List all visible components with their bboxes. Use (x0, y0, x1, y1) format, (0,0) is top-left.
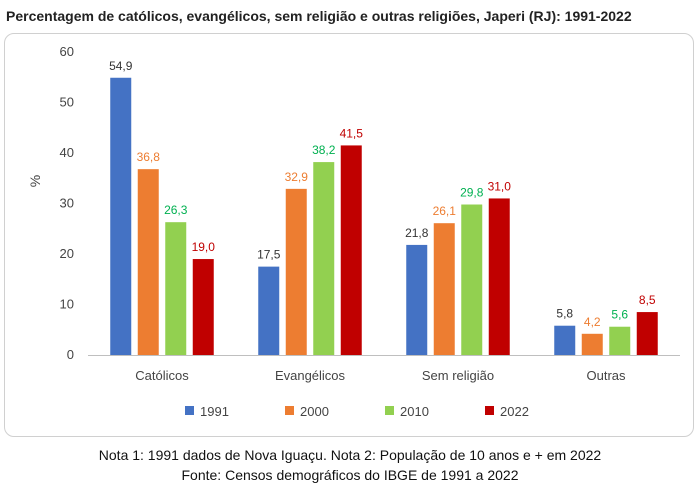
bar-1991-3 (554, 325, 576, 355)
data-label-2022-2: 31,0 (488, 179, 512, 193)
bar-2010-2 (461, 204, 483, 355)
data-label-2010-3: 5,6 (611, 308, 628, 322)
bar-2022-3 (636, 312, 658, 355)
bar-2022-1 (340, 145, 362, 355)
bar-1991-0 (110, 77, 132, 355)
data-label-2022-3: 8,5 (639, 293, 656, 307)
bar-2010-0 (165, 222, 187, 355)
y-tick-label-60: 60 (60, 44, 74, 59)
data-label-2000-3: 4,2 (584, 315, 601, 329)
y-tick-label-20: 20 (60, 246, 74, 261)
data-label-1991-0: 54,9 (109, 59, 133, 73)
bar-2000-2 (433, 223, 455, 355)
legend-swatch-1991 (185, 406, 194, 415)
bar-1991-2 (406, 244, 428, 355)
bar-2010-3 (609, 326, 631, 355)
x-tick-label-0: Católicos (135, 368, 189, 383)
legend-label-2022: 2022 (500, 404, 529, 419)
bar-2000-3 (581, 333, 603, 355)
y-axis-label: % (27, 175, 43, 187)
bar-2010-1 (313, 162, 335, 355)
data-label-2000-0: 36,8 (137, 150, 161, 164)
chart-title: Percentagem de católicos, evangélicos, s… (6, 8, 632, 24)
data-label-2000-1: 32,9 (285, 170, 309, 184)
bar-2000-1 (285, 188, 307, 355)
legend-label-2010: 2010 (400, 404, 429, 419)
bar-2000-0 (137, 169, 159, 355)
legend-swatch-2010 (385, 406, 394, 415)
x-tick-label-1: Evangélicos (275, 368, 346, 383)
y-tick-label-30: 30 (60, 196, 74, 211)
data-label-2000-2: 26,1 (433, 204, 457, 218)
x-tick-label-2: Sem religião (422, 368, 494, 383)
legend-label-2000: 2000 (300, 404, 329, 419)
data-label-2022-1: 41,5 (340, 126, 364, 140)
bar-2022-0 (192, 259, 214, 355)
y-tick-label-50: 50 (60, 95, 74, 110)
data-label-2010-2: 29,8 (460, 186, 484, 200)
data-label-1991-3: 5,8 (556, 307, 573, 321)
bar-2022-2 (488, 198, 510, 355)
legend-label-1991: 1991 (200, 404, 229, 419)
bar-1991-1 (258, 266, 280, 355)
legend-swatch-2022 (485, 406, 494, 415)
x-tick-label-3: Outras (586, 368, 626, 383)
data-label-2022-0: 19,0 (192, 240, 216, 254)
y-tick-label-40: 40 (60, 145, 74, 160)
data-label-2010-0: 26,3 (164, 203, 188, 217)
note-line-1: Nota 1: 1991 dados de Nova Iguaçu. Nota … (98, 447, 602, 463)
note-line-2: Fonte: Censos demográficos do IBGE de 19… (181, 467, 519, 483)
y-tick-label-0: 0 (67, 347, 74, 362)
legend-swatch-2000 (285, 406, 294, 415)
data-label-1991-2: 21,8 (405, 226, 429, 240)
data-label-1991-1: 17,5 (257, 248, 281, 262)
data-label-2010-1: 38,2 (312, 143, 336, 157)
y-tick-label-10: 10 (60, 297, 74, 312)
